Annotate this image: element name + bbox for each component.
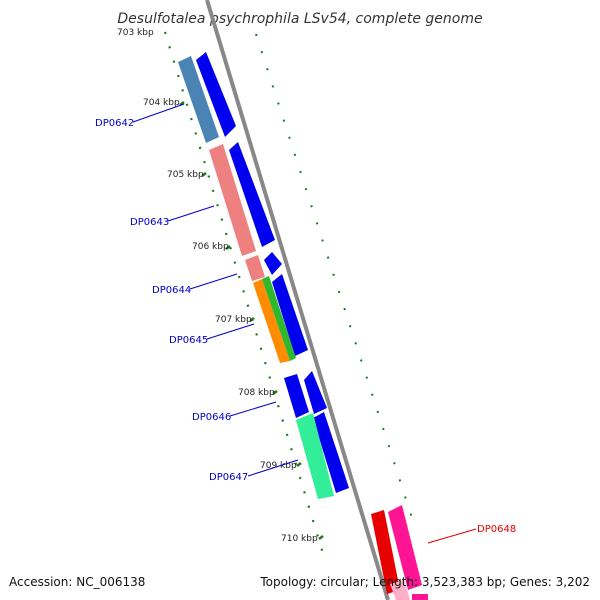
leader-dp0642 <box>132 103 185 123</box>
gene-label-dp0644[interactable]: DP0644 <box>152 285 191 296</box>
genome-title: Desulfotalea psychrophila LSv54, complet… <box>117 11 482 27</box>
feature-track <box>178 56 334 499</box>
feature-dp0643[interactable] <box>209 144 256 256</box>
feature-dp0647[interactable] <box>296 413 334 499</box>
feature-dp0648[interactable] <box>371 510 400 594</box>
tick-label: 704 kbp <box>143 98 180 108</box>
tick-label: 707 kbp <box>215 315 252 325</box>
cds-arrow-dp0646b[interactable] <box>304 371 327 414</box>
leader-dp0644 <box>189 273 238 290</box>
cds-arrow-dp0648-tail <box>390 580 410 600</box>
feature-dp0645a[interactable] <box>253 279 290 363</box>
gene-label-dp0645[interactable]: DP0645 <box>169 335 208 346</box>
gene-label-dp0642[interactable]: DP0642 <box>95 118 134 129</box>
leader-dp0646 <box>229 401 277 417</box>
tick-mark <box>249 317 255 322</box>
gene-label-dp0647[interactable]: DP0647 <box>209 472 248 483</box>
cds-arrow-dp0642[interactable] <box>196 52 236 137</box>
gene-label-dp0643[interactable]: DP0643 <box>130 217 169 228</box>
genome-summary-text: Topology: circular; Length: 3,523,383 bp… <box>259 575 590 589</box>
feature-dp0644[interactable] <box>245 255 265 281</box>
genome-backbone <box>205 0 390 600</box>
cds-arrow-dp0647[interactable] <box>313 412 349 493</box>
leader-dp0643 <box>167 205 215 222</box>
tick-mark <box>318 535 324 540</box>
inner-ruler-line <box>163 31 327 561</box>
cds-arrow-dp0646a[interactable] <box>284 374 309 418</box>
feature-dp0645b[interactable] <box>262 276 296 361</box>
tick-label: 705 kbp <box>167 170 204 180</box>
tick-label: 706 kbp <box>192 242 229 252</box>
accession-text: Accession: NC_006138 <box>9 575 145 589</box>
leader-dp0648 <box>427 528 477 544</box>
tick-mark <box>225 245 231 250</box>
cds-arrow-dp0644[interactable] <box>264 252 282 275</box>
tick-label: 710 kbp <box>281 534 318 544</box>
tick-label: 708 kbp <box>238 388 275 398</box>
tick-marks <box>179 101 324 540</box>
feature-dp0642[interactable] <box>178 56 219 143</box>
reverse-cds-track <box>196 52 349 493</box>
next-feature-stub <box>412 594 428 600</box>
leader-dp0645 <box>206 323 255 340</box>
cds-arrow-dp0648[interactable] <box>388 505 422 590</box>
cds-arrow-dp0643[interactable] <box>229 142 275 247</box>
tick-mark <box>296 462 302 467</box>
label-leaders <box>132 103 477 544</box>
tick-mark <box>201 172 207 177</box>
tick-mark <box>179 101 185 106</box>
tick-mark <box>272 390 278 395</box>
gene-label-dp0648[interactable]: DP0648 <box>477 524 516 535</box>
cds-arrow-dp0645[interactable] <box>272 274 308 356</box>
leader-dp0647 <box>247 459 299 477</box>
gene-label-dp0646[interactable]: DP0646 <box>192 412 231 423</box>
tick-label: 703 kbp <box>117 28 154 38</box>
forward-cds-track <box>371 505 428 600</box>
